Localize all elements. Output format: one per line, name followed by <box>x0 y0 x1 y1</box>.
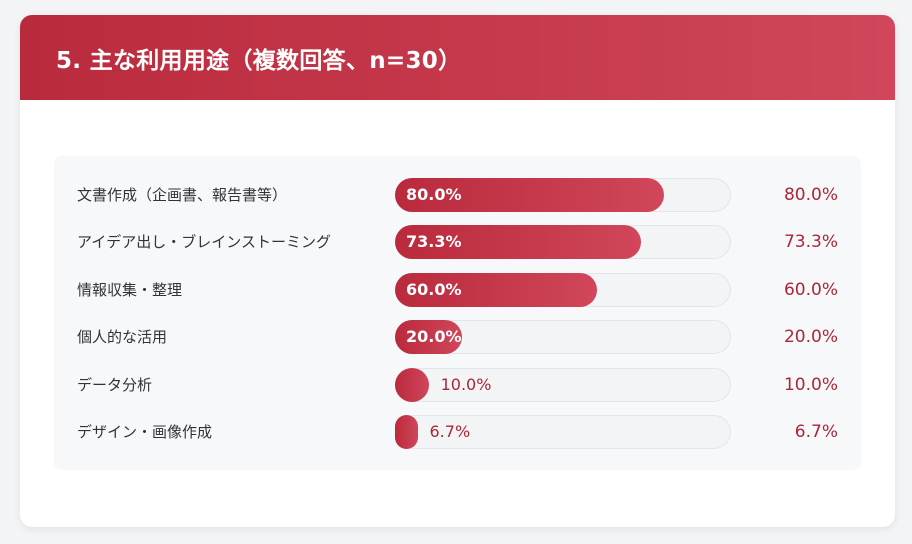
chart-card: 5. 主な利用用途（複数回答、n=30） 文書作成（企画書、報告書等） 80.0%… <box>20 15 895 527</box>
bar <box>395 225 642 260</box>
bar-track: 20.0% <box>395 320 731 355</box>
bar-track: 60.0% <box>395 272 731 307</box>
bar-row: データ分析 10.0% 10.0% <box>54 367 861 402</box>
bar <box>395 320 463 355</box>
bar-inner-value-label: 80.0% <box>406 185 462 204</box>
value-label: 20.0% <box>783 327 838 348</box>
bar-track: 73.3% <box>395 225 731 260</box>
bar-row: アイデア出し・ブレインストーミング 73.3% 73.3% <box>54 225 861 260</box>
value-label: 10.0% <box>783 374 838 395</box>
category-label: 情報収集・整理 <box>77 280 183 299</box>
page-title: 5. 主な利用用途（複数回答、n=30） <box>56 47 462 74</box>
bar-row: 文書作成（企画書、報告書等） 80.0% 80.0% <box>54 178 861 212</box>
category-label: データ分析 <box>77 375 153 394</box>
category-label: 文書作成（企画書、報告書等） <box>77 186 288 204</box>
bar-inner-value-label: 20.0% <box>406 327 462 347</box>
bar-track: 10.0% <box>395 367 731 402</box>
bar <box>395 367 429 402</box>
category-label: デザイン・画像作成 <box>77 423 213 441</box>
category-label: アイデア出し・ブレインストーミング <box>77 233 331 252</box>
bar-outer-value-label: 10.0% <box>440 374 492 394</box>
bar-track: 6.7% <box>395 415 731 449</box>
value-label: 80.0% <box>783 185 838 205</box>
bar <box>395 272 597 307</box>
bar-inner-value-label: 60.0% <box>406 279 462 299</box>
bar-chart-panel: 文書作成（企画書、報告書等） 80.0% 80.0% アイデア出し・ブレインストーミン… <box>54 156 861 470</box>
category-label: 個人的な活用 <box>77 328 168 347</box>
bar-row: 個人的な活用 20.0% 20.0% <box>54 320 861 355</box>
bar-outer-value-label: 6.7% <box>429 422 471 441</box>
bar-track: 80.0% <box>395 178 731 212</box>
bar-row: デザイン・画像作成 6.7% 6.7% <box>54 415 861 449</box>
bar <box>395 415 418 449</box>
value-label: 6.7% <box>794 422 838 442</box>
bar <box>395 178 664 212</box>
value-label: 60.0% <box>783 279 838 300</box>
value-label: 73.3% <box>783 232 838 253</box>
bar-row: 情報収集・整理 60.0% 60.0% <box>54 272 861 307</box>
card-header: 5. 主な利用用途（複数回答、n=30） <box>20 15 895 100</box>
bar-inner-value-label: 73.3% <box>406 232 462 252</box>
